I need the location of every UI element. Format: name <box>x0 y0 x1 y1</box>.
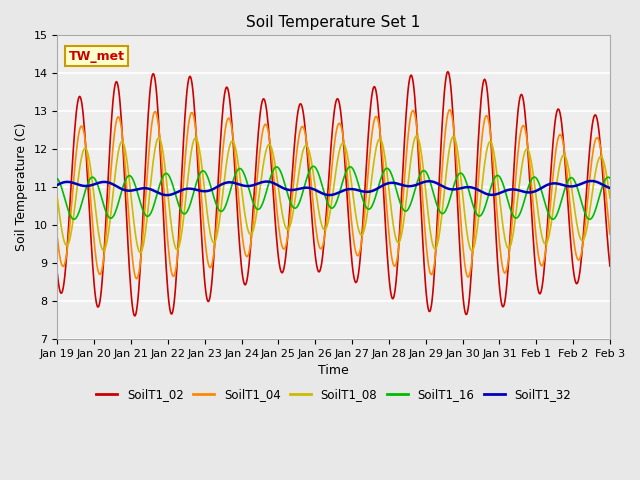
Title: Soil Temperature Set 1: Soil Temperature Set 1 <box>246 15 421 30</box>
X-axis label: Time: Time <box>318 364 349 377</box>
Legend: SoilT1_02, SoilT1_04, SoilT1_08, SoilT1_16, SoilT1_32: SoilT1_02, SoilT1_04, SoilT1_08, SoilT1_… <box>92 384 576 406</box>
Text: TW_met: TW_met <box>68 49 124 62</box>
Y-axis label: Soil Temperature (C): Soil Temperature (C) <box>15 123 28 252</box>
